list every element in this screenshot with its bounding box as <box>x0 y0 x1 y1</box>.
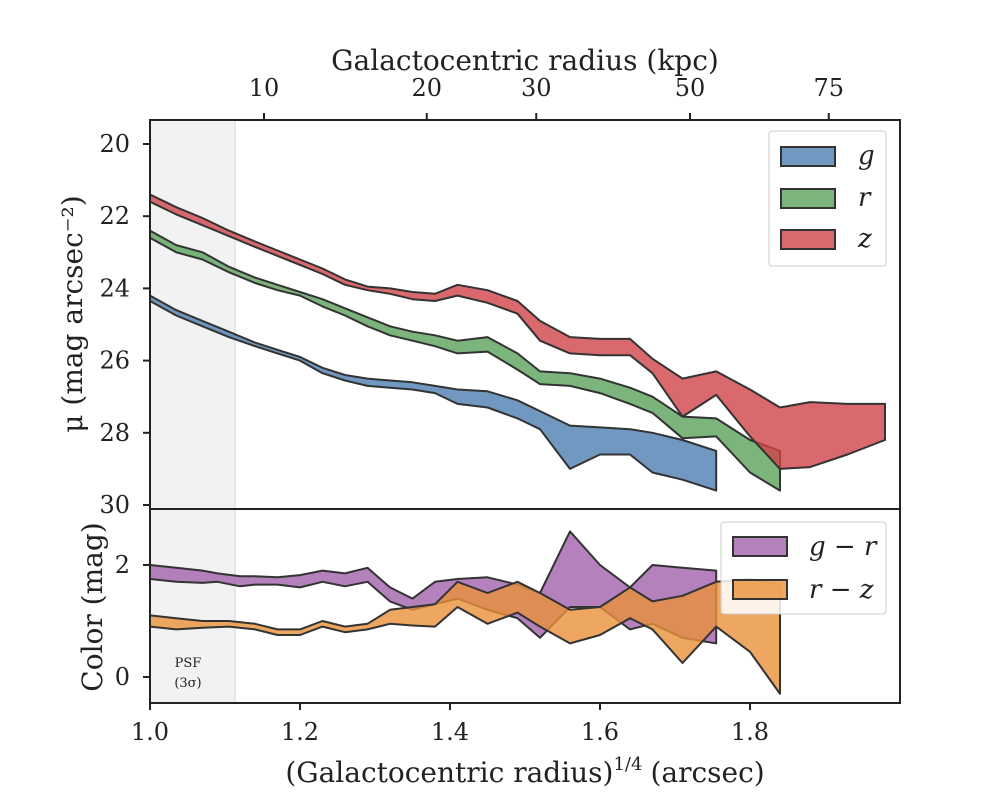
legend-swatch-r <box>780 188 836 209</box>
psf-shade-top <box>150 120 235 509</box>
band-rz <box>150 578 781 695</box>
ytick-label-22: 22 <box>99 202 130 230</box>
top-y-ticks: 20 22 24 26 28 30 <box>99 130 150 519</box>
legend-label-g-r: g − r <box>809 532 878 562</box>
psf-sigma-label: (3σ) <box>174 676 201 691</box>
legend-label-g: g <box>858 141 875 171</box>
band-g <box>150 294 718 492</box>
ytick-label-24: 24 <box>99 274 130 302</box>
legend-label-r-z: r − z <box>809 575 874 605</box>
legend-label-r: r <box>858 183 872 213</box>
top-axis-label: Galactocentric radius (kpc) <box>331 44 719 77</box>
color-series <box>150 530 781 695</box>
xlabel-superscript: 1/4 <box>613 754 642 775</box>
kpc-tick-label-20: 20 <box>411 74 442 102</box>
bottom-legend: g − r r − z <box>720 521 887 615</box>
legend-swatch-z <box>780 229 836 250</box>
surface-brightness-series <box>150 193 886 492</box>
ytick-label-30: 30 <box>99 491 130 519</box>
xtick-label-4: 1.8 <box>731 718 769 746</box>
legend-swatch-g-r <box>732 536 788 557</box>
band-gr <box>150 530 718 645</box>
bottom-x-ticks: 1.0 1.2 1.4 1.6 1.8 <box>131 703 769 746</box>
band-z <box>150 193 886 470</box>
xtick-label-0: 1.0 <box>131 718 169 746</box>
color-ytick-label-0: 0 <box>115 663 130 691</box>
kpc-tick-label-10: 10 <box>249 74 280 102</box>
ytick-label-20: 20 <box>99 130 130 158</box>
xtick-label-1: 1.2 <box>281 718 319 746</box>
top-legend: g r z <box>768 130 887 267</box>
top-x-ticks-kpc: 10 20 30 50 75 <box>249 74 844 120</box>
psf-shade-bottom <box>150 509 235 703</box>
bottom-y-ticks: 02 <box>115 551 150 691</box>
kpc-tick-label-30: 30 <box>521 74 552 102</box>
legend-label-z: z <box>857 224 872 254</box>
color-ytick-label-2: 2 <box>115 551 130 579</box>
psf-label: PSF <box>175 656 202 671</box>
xtick-label-2: 1.4 <box>431 718 469 746</box>
kpc-tick-label-75: 75 <box>813 74 844 102</box>
kpc-tick-label-50: 50 <box>675 74 706 102</box>
ytick-label-26: 26 <box>99 347 130 375</box>
xlabel-main: (Galactocentric radius) <box>285 756 613 789</box>
xtick-label-3: 1.6 <box>581 718 619 746</box>
bottom-panel-ylabel: Color (mag) <box>76 522 109 691</box>
ytick-label-28: 28 <box>99 419 130 447</box>
bottom-panel-frame <box>149 508 901 704</box>
top-panel-ylabel: μ (mag arcsec⁻²) <box>56 195 89 432</box>
legend-swatch-g <box>780 146 836 167</box>
bottom-axis-label: (Galactocentric radius)1/4 (arcsec) <box>285 754 764 789</box>
legend-swatch-r-z <box>732 579 788 600</box>
xlabel-suffix: (arcsec) <box>650 756 764 789</box>
band-r <box>150 229 781 492</box>
